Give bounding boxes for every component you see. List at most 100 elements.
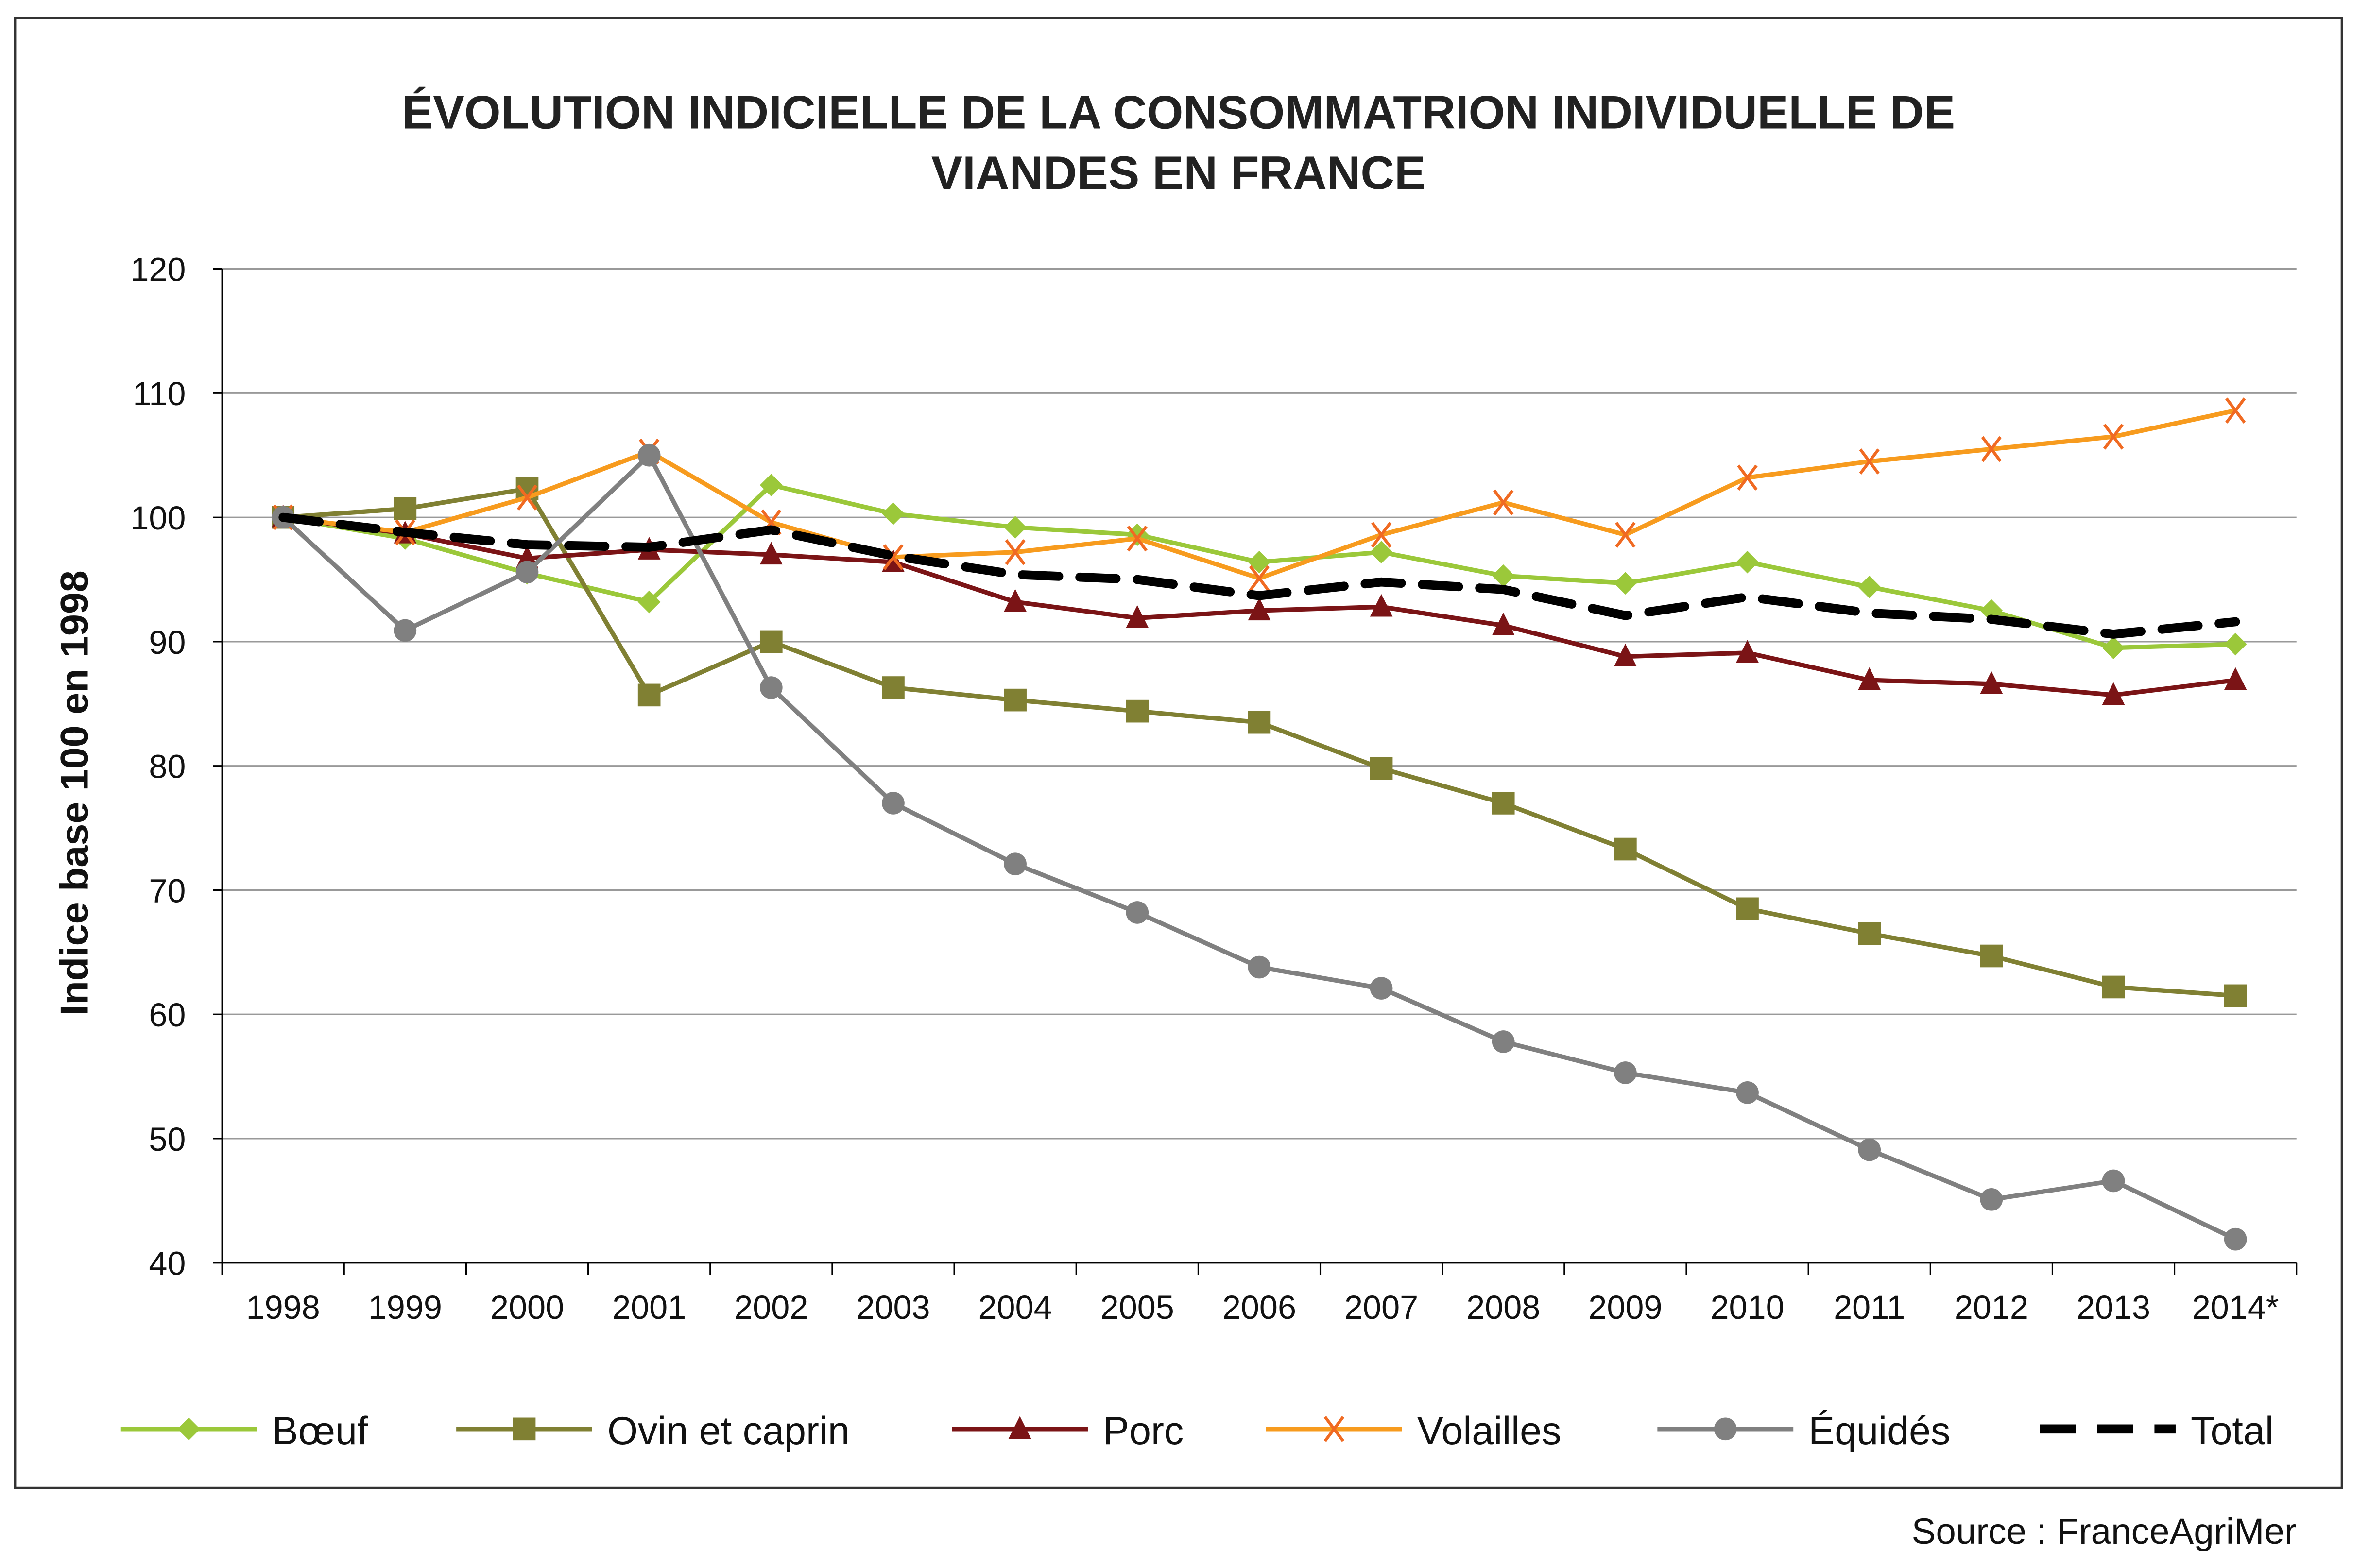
legend-label: Bœuf [272, 1409, 368, 1453]
legend-label: Équidés [1808, 1409, 1950, 1453]
x-tick-label: 2001 [612, 1289, 686, 1326]
data-point [1004, 852, 1027, 876]
data-point [1492, 1030, 1515, 1053]
data-point [1492, 564, 1515, 587]
data-point [2224, 632, 2247, 656]
data-point [1858, 1138, 1881, 1161]
series-line [278, 512, 2240, 639]
data-point [637, 683, 661, 707]
data-point [882, 676, 905, 699]
legend-marker [177, 1417, 201, 1441]
data-point [1249, 565, 1270, 592]
legend-marker [1323, 1416, 1345, 1442]
y-tick-label: 90 [149, 624, 186, 661]
x-tick-label: 2006 [1222, 1289, 1296, 1326]
legend-label: Volailles [1417, 1409, 1562, 1453]
legend-marker [513, 1417, 536, 1441]
legend-item: Bœuf [120, 1409, 368, 1453]
chart-title-line1: ÉVOLUTION INDICIELLE DE LA CONSOMMATRION… [402, 86, 1955, 138]
data-point [2224, 984, 2247, 1007]
chart-frame [14, 17, 2343, 1489]
data-point [516, 484, 538, 511]
data-point [2102, 1169, 2125, 1193]
y-tick-label: 80 [149, 749, 186, 785]
data-point [1371, 522, 1392, 548]
legend-label: Total [2191, 1409, 2274, 1453]
x-tick-label: 2010 [1710, 1289, 1784, 1326]
data-point [1370, 757, 1393, 780]
x-tick-label: 2004 [978, 1289, 1052, 1326]
data-point [1126, 699, 1149, 723]
x-tick-label: 2013 [2077, 1289, 2150, 1326]
data-point [1492, 613, 1515, 635]
data-point [883, 544, 904, 570]
data-point [1005, 539, 1026, 565]
chart-title-line2: VIANDES EN FRANCE [931, 147, 1426, 199]
data-point [637, 590, 661, 614]
data-point [1493, 489, 1514, 516]
x-tick-label: 2007 [1344, 1289, 1418, 1326]
legend-label: Ovin et caprin [607, 1409, 850, 1453]
data-point [1736, 897, 1759, 920]
x-tick-label: 1999 [368, 1289, 442, 1326]
data-point [759, 542, 783, 565]
y-tick-label: 110 [133, 375, 186, 412]
x-tick-label: 2005 [1100, 1289, 1174, 1326]
data-point [1370, 594, 1393, 617]
data-point [2103, 424, 2124, 450]
data-point [394, 619, 417, 642]
data-point [1370, 977, 1393, 1000]
data-point [515, 561, 539, 584]
legend-label: Porc [1103, 1409, 1184, 1453]
data-point [2102, 682, 2125, 705]
series-total [278, 512, 2240, 639]
data-point [1981, 436, 2002, 462]
x-tick-label: 2011 [1834, 1289, 1905, 1326]
data-point [1859, 448, 1880, 475]
data-point [1736, 640, 1759, 663]
data-point [1004, 688, 1027, 712]
data-point [1248, 550, 1271, 574]
data-point [759, 630, 783, 653]
data-point [1126, 901, 1149, 924]
y-axis-label: Indice base 100 en 1998 [52, 570, 96, 1016]
legend-marker [1714, 1417, 1737, 1441]
data-point [1127, 525, 1148, 552]
data-point [2224, 1227, 2247, 1251]
x-tick-label: 2008 [1466, 1289, 1540, 1326]
data-point [2225, 397, 2246, 424]
data-point [1980, 671, 2003, 694]
data-point [1126, 605, 1149, 628]
data-point [1980, 944, 2003, 968]
data-point [2102, 975, 2125, 999]
legend-item: Porc [952, 1409, 1184, 1453]
data-point [1858, 576, 1881, 598]
data-point [882, 792, 905, 815]
data-point [1614, 572, 1637, 595]
data-point [1736, 550, 1759, 574]
legend-item: Équidés [1657, 1409, 1950, 1453]
source-note: Source : FranceAgriMer [1912, 1511, 2297, 1551]
legend-marker [1008, 1416, 1031, 1439]
legend-item: Ovin et caprin [456, 1409, 850, 1453]
x-tick-label: 2014* [2192, 1289, 2279, 1326]
data-point [1614, 644, 1637, 666]
data-point [1858, 667, 1881, 690]
y-tick-label: 120 [130, 251, 186, 288]
x-tick-label: 2003 [856, 1289, 930, 1326]
legend-item: Total [2040, 1409, 2274, 1453]
data-point [1858, 922, 1881, 945]
x-tick-label: 2009 [1588, 1289, 1662, 1326]
data-point [1614, 837, 1637, 861]
data-point [1736, 1081, 1759, 1104]
series-équidés [272, 443, 2247, 1251]
y-tick-label: 60 [149, 997, 186, 1034]
data-point [2224, 667, 2247, 690]
data-point [1492, 792, 1515, 815]
x-tick-label: 2000 [490, 1289, 564, 1326]
data-point [394, 497, 417, 520]
data-point [1004, 589, 1027, 612]
data-point [1737, 464, 1758, 491]
data-point [1004, 516, 1027, 539]
